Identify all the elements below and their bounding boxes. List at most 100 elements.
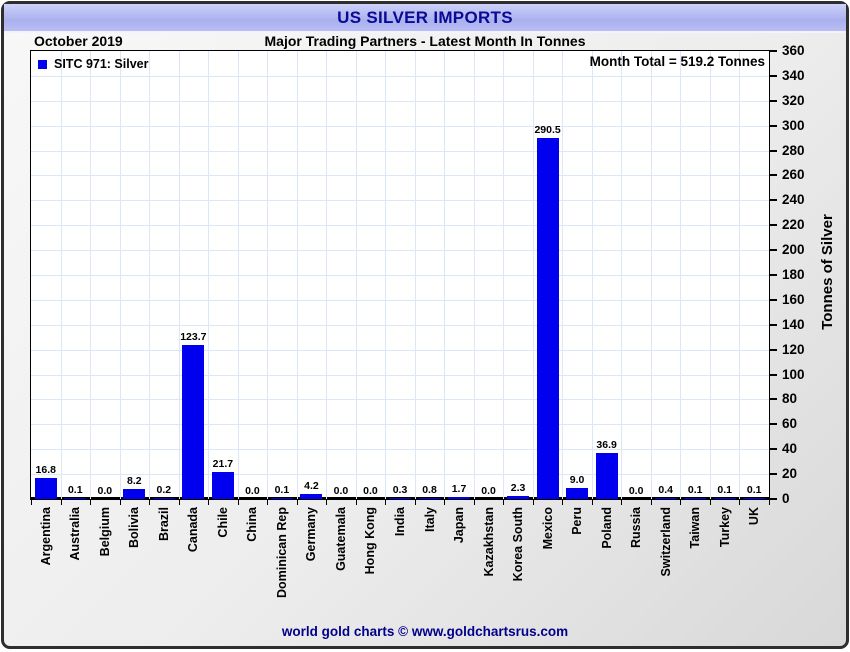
bar-dominican-rep <box>270 498 293 499</box>
y-axis-tick-label: 100 <box>782 366 805 382</box>
y-axis-tick <box>770 74 777 77</box>
gridline-vertical <box>326 51 328 499</box>
y-axis-tick <box>770 448 777 451</box>
gridline-vertical <box>355 51 357 499</box>
period-label: October 2019 <box>34 33 123 49</box>
bar-value-label: 9.0 <box>569 473 585 486</box>
y-axis-tick <box>770 348 777 351</box>
y-axis-tick-label: 280 <box>782 142 805 158</box>
y-axis-tick-label: 220 <box>782 217 805 233</box>
bar-value-label: 0.1 <box>746 484 762 496</box>
gridline-vertical <box>532 51 534 499</box>
x-axis-tick <box>709 500 711 505</box>
x-axis-tick <box>385 500 387 505</box>
gridline-vertical <box>444 51 446 499</box>
y-axis-tick-label: 120 <box>782 341 805 357</box>
gridline-vertical <box>650 51 652 499</box>
x-axis-label: Guatemala <box>333 507 348 571</box>
gridline-vertical <box>267 51 269 499</box>
gridline-horizontal <box>31 399 769 401</box>
x-axis-tick <box>532 500 534 505</box>
x-axis-tick <box>237 500 239 505</box>
bar-value-label: 0.0 <box>333 485 349 497</box>
y-axis-tick <box>770 473 777 476</box>
y-axis-tick-label: 40 <box>782 441 798 457</box>
bar-value-label: 0.1 <box>274 484 290 496</box>
bar-value-label: 0.0 <box>363 485 378 497</box>
bar-value-label: 0.1 <box>687 484 703 496</box>
x-axis-label: Hong Kong <box>363 507 378 575</box>
x-axis-label: Chile <box>215 507 230 538</box>
x-axis-label: India <box>393 507 407 537</box>
bar-value-label: 36.9 <box>596 439 617 452</box>
y-axis-tick <box>770 149 777 152</box>
y-axis-tick-label: 0 <box>782 491 790 506</box>
x-axis-label: UK <box>747 507 762 526</box>
x-axis-tick <box>267 500 269 505</box>
x-axis-label: Korea South <box>511 507 526 582</box>
gridline-horizontal <box>31 324 769 326</box>
x-axis-label: Japan <box>452 507 467 544</box>
bar-taiwan <box>684 498 707 499</box>
bar-value-label: 290.5 <box>534 123 561 136</box>
x-axis-label: China <box>245 507 260 542</box>
x-axis-label: Italy <box>422 507 437 533</box>
x-axis-tick <box>90 500 92 505</box>
x-axis-label: Turkey <box>717 507 732 548</box>
bar-poland <box>595 453 618 499</box>
bar-value-label: 4.2 <box>304 479 319 492</box>
legend: SITC 971: Silver <box>38 57 149 71</box>
gridline-horizontal <box>31 225 769 227</box>
bar-value-label: 0.1 <box>717 484 733 496</box>
x-axis-tick <box>769 500 770 505</box>
x-axis-label: Dominican Rep <box>274 507 289 598</box>
bar-germany <box>300 493 323 499</box>
bar-india <box>389 498 411 499</box>
gridline-horizontal <box>31 374 769 376</box>
bar-switzerland <box>654 498 677 499</box>
bar-value-label: 123.7 <box>180 331 207 344</box>
bar-value-label: 0.0 <box>97 485 113 497</box>
x-axis-label: Brazil <box>156 507 171 542</box>
gridline-vertical <box>90 51 92 499</box>
gridline-horizontal <box>31 175 769 177</box>
y-axis-tick-label: 80 <box>782 391 798 407</box>
gridline-vertical <box>208 51 210 499</box>
x-axis-label: Russia <box>629 507 644 548</box>
bar-bolivia <box>123 488 146 499</box>
y-axis-tick <box>770 50 777 52</box>
y-axis-tick-label: 300 <box>782 117 805 133</box>
x-axis-label: Argentina <box>38 507 53 566</box>
gridline-vertical <box>709 51 711 499</box>
x-axis-label: Poland <box>599 507 614 549</box>
gridline-horizontal <box>31 275 769 276</box>
gridline-horizontal <box>31 299 769 301</box>
bar-value-label: 0.0 <box>245 485 260 497</box>
x-axis-label: Australia <box>68 507 83 561</box>
bar-argentina <box>34 478 57 499</box>
x-axis-label: Peru <box>570 507 585 535</box>
gridline-vertical <box>621 51 623 499</box>
y-axis-tick-label: 140 <box>782 316 805 332</box>
y-axis-tick-label: 20 <box>782 466 798 482</box>
x-axis-tick <box>650 500 652 505</box>
x-axis-tick <box>149 500 151 505</box>
month-total-annotation: Month Total = 519.2 Tonnes <box>589 54 765 69</box>
bar-value-label: 0.1 <box>67 484 83 496</box>
x-axis-tick <box>680 500 682 505</box>
bar-italy <box>418 498 441 499</box>
y-axis-tick <box>770 174 777 177</box>
gridline-vertical <box>591 51 593 499</box>
x-axis-tick <box>444 500 446 505</box>
gridline-vertical <box>296 51 298 499</box>
chart-title: US SILVER IMPORTS <box>337 7 513 27</box>
x-axis-tick <box>473 500 475 505</box>
gridline-vertical <box>503 51 505 499</box>
y-axis-tick <box>770 124 777 127</box>
bar-value-label: 0.8 <box>422 484 437 496</box>
gridline-vertical <box>237 51 239 499</box>
x-axis-label: Canada <box>186 507 201 553</box>
bar-canada <box>182 345 205 499</box>
bar-value-label: 21.7 <box>212 458 234 470</box>
y-axis-tick-label: 260 <box>782 167 805 183</box>
